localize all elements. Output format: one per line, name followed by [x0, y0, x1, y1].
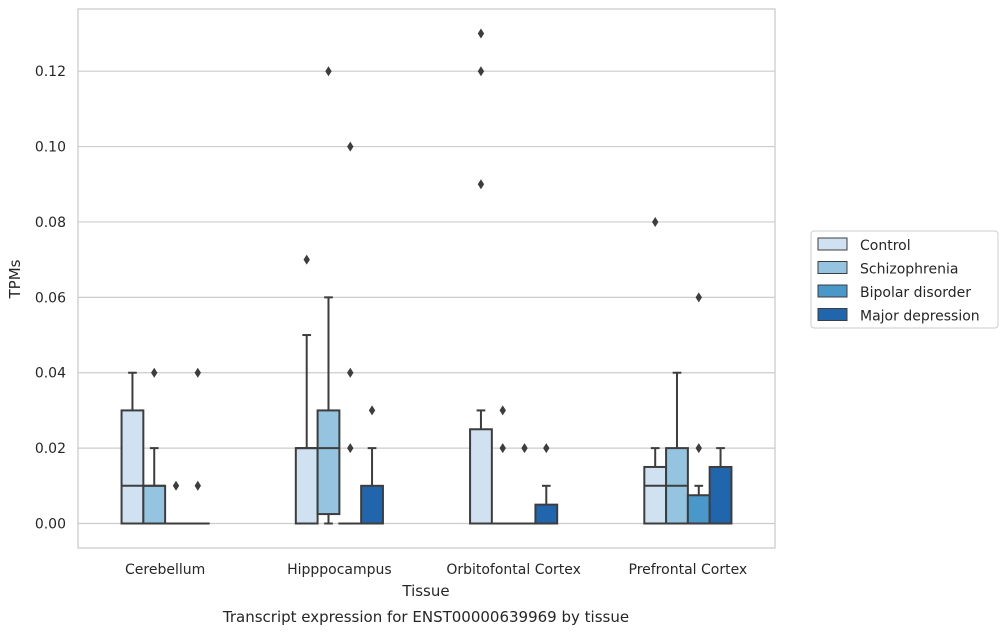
outlier-point — [500, 443, 506, 453]
y-tick-label: 0.00 — [35, 517, 66, 533]
box-body — [535, 505, 557, 524]
legend-swatch — [818, 262, 847, 274]
box-layer — [122, 29, 732, 524]
y-tick-labels: 0.00 0.02 0.04 0.06 0.08 0.10 0.12 — [35, 64, 66, 532]
x-tick-label: Hipppocampus — [287, 562, 392, 578]
box-1-1 — [122, 373, 144, 524]
box-4-1 — [644, 217, 666, 524]
box-1-3 — [165, 481, 187, 524]
box-body — [644, 467, 666, 524]
box-3-1 — [470, 29, 492, 524]
x-tick-label: Orbitofontal Cortex — [446, 562, 581, 578]
box-body — [470, 429, 492, 523]
outlier-point — [325, 66, 331, 76]
outlier-point — [347, 142, 353, 152]
outlier-point — [500, 405, 506, 415]
outlier-point — [543, 443, 549, 453]
box-body — [710, 467, 732, 524]
outlier-point — [478, 29, 484, 39]
legend-label: Schizophrenia — [860, 262, 958, 278]
box-3-4 — [535, 443, 557, 523]
y-tick-label: 0.02 — [35, 441, 66, 457]
box-body — [143, 486, 165, 524]
outlier-point — [195, 481, 201, 491]
box-4-3 — [688, 292, 710, 523]
y-tick-label: 0.04 — [35, 366, 66, 382]
legend-label: Major depression — [860, 309, 980, 325]
box-3-2 — [492, 405, 514, 523]
outlier-point — [652, 217, 658, 227]
y-tick-label: 0.12 — [35, 64, 66, 80]
legend-label: Control — [860, 238, 911, 254]
box-2-3 — [339, 142, 361, 524]
box-4-2 — [666, 373, 688, 524]
outlier-point — [521, 443, 527, 453]
legend-label: Bipolar disorder — [860, 285, 971, 301]
outlier-point — [696, 443, 702, 453]
box-2-2 — [318, 66, 340, 523]
chart-title: Transcript expression for ENST0000063996… — [222, 608, 629, 626]
outlier-point — [173, 481, 179, 491]
box-body — [688, 495, 710, 523]
box-body — [318, 410, 340, 514]
box-2-4 — [361, 405, 383, 523]
y-tick-label: 0.08 — [35, 215, 66, 231]
box-body — [296, 448, 318, 523]
box-1-4 — [187, 368, 209, 524]
legend-swatch — [818, 309, 847, 321]
y-axis-label: TPMs — [6, 259, 24, 299]
outlier-point — [478, 66, 484, 76]
legend-swatch — [818, 238, 847, 250]
x-tick-labels: Cerebellum Hipppocampus Orbitofontal Corte… — [125, 562, 747, 578]
x-tick-label: Prefrontal Cortex — [629, 562, 748, 578]
box-3-3 — [514, 443, 536, 523]
box-body — [122, 410, 144, 523]
outlier-point — [478, 179, 484, 189]
outlier-point — [195, 368, 201, 378]
outlier-point — [347, 368, 353, 378]
x-tick-label: Cerebellum — [125, 562, 205, 578]
y-tick-label: 0.10 — [35, 140, 66, 156]
outlier-point — [696, 292, 702, 302]
outlier-point — [347, 443, 353, 453]
legend: Control Schizophrenia Bipolar disorder Majo… — [811, 231, 998, 328]
x-axis-label: Tissue — [401, 582, 449, 600]
box-2-1 — [296, 255, 318, 524]
outlier-point — [369, 405, 375, 415]
outlier-point — [304, 255, 310, 265]
box-1-2 — [143, 368, 165, 524]
outlier-point — [151, 368, 157, 378]
box-body — [361, 486, 383, 524]
box-4-4 — [710, 448, 732, 523]
legend-swatch — [818, 285, 847, 297]
y-tick-label: 0.06 — [35, 290, 66, 306]
